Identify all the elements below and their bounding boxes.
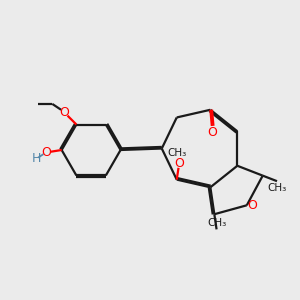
Text: H: H — [32, 152, 41, 165]
Text: O: O — [59, 106, 69, 118]
Text: CH₃: CH₃ — [207, 218, 226, 228]
Text: O: O — [207, 126, 217, 139]
Text: O: O — [174, 157, 184, 170]
Text: O: O — [41, 146, 51, 159]
Text: CH₃: CH₃ — [167, 148, 186, 158]
Text: O: O — [247, 199, 257, 212]
Text: CH₃: CH₃ — [267, 183, 286, 193]
